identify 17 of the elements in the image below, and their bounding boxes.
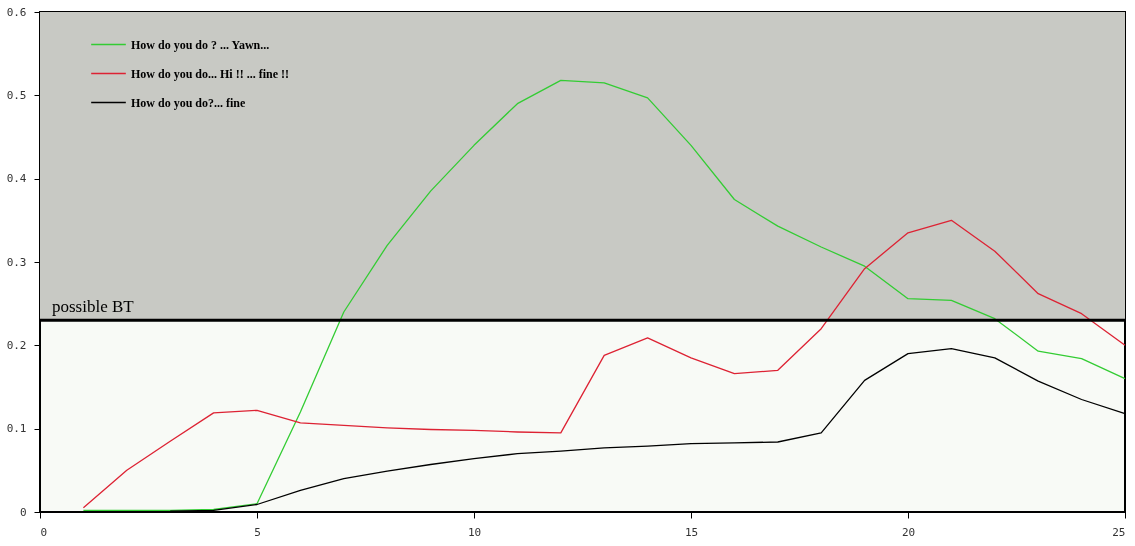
x-tick-label: 5	[254, 525, 261, 539]
legend-label: How do you do... Hi !! ... fine !!	[131, 66, 290, 81]
legend-label: How do you do?... fine	[131, 95, 247, 110]
x-tick-label: 10	[467, 525, 482, 539]
x-tick-label: 20	[901, 525, 916, 539]
x-tick-label: 25	[1112, 525, 1126, 539]
y-tick-label: 0.4	[6, 172, 27, 186]
x-tick-label: 0	[40, 525, 48, 539]
y-tick-label: 0	[19, 505, 27, 519]
ref-line-label: possible BT	[52, 297, 135, 317]
y-tick-label: 0.2	[6, 338, 27, 352]
y-tick-label: 0.6	[6, 5, 27, 19]
y-tick-label: 0.3	[6, 255, 27, 269]
y-tick-label: 0.1	[6, 422, 27, 436]
y-tick-label: 0.5	[6, 88, 27, 102]
legend-label: How do you do ? ... Yawn...	[131, 37, 270, 52]
x-tick-label: 15	[684, 525, 699, 539]
